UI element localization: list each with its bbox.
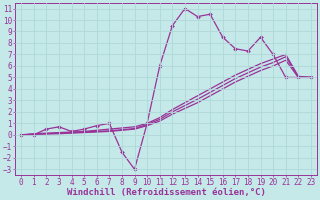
X-axis label: Windchill (Refroidissement éolien,°C): Windchill (Refroidissement éolien,°C) — [67, 188, 266, 197]
